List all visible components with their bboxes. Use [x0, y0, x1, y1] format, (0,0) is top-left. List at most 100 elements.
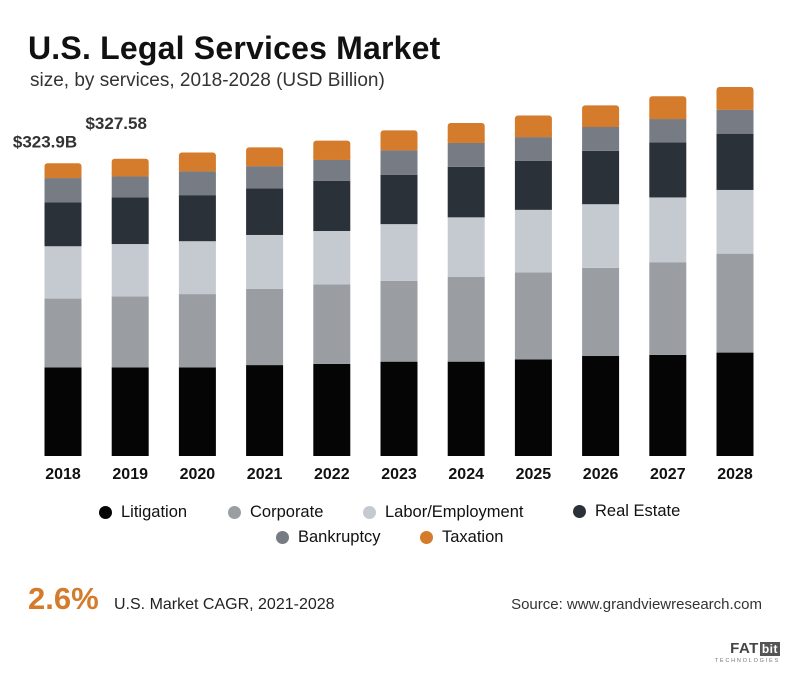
bar-segment-litigation-2025	[514, 359, 552, 456]
legend-label: Real Estate	[595, 502, 681, 520]
legend-item-taxation: Taxation	[420, 528, 503, 547]
x-tick-label: 2026	[583, 466, 619, 483]
stacked-bar-chart: 2018 2019 2020 2021 2022 2023 2024 2025 2026 2027…	[13, 87, 754, 483]
bar-segment-fill	[246, 162, 284, 167]
bar-segment-taxation-2019	[111, 158, 149, 177]
bar-segment-corporate-2026	[582, 267, 620, 357]
bar-segment-corporate-2018	[44, 298, 82, 368]
legend-swatch	[573, 505, 586, 518]
legend-label: Labor/Employment	[385, 503, 524, 521]
bar-segment-corporate-2023	[380, 280, 418, 362]
bar-segment-real-estate-2022	[313, 180, 351, 232]
bar-segment-corporate-2019	[111, 296, 149, 368]
x-tick-label: 2027	[650, 466, 686, 483]
bar-segment-real-estate-2021	[246, 188, 284, 235]
chart-subtitle: size, by services, 2018-2028 (USD Billio…	[30, 70, 385, 91]
bar-segment-litigation-2021	[246, 365, 284, 456]
x-tick-label: 2020	[180, 466, 216, 483]
bar-segment-corporate-2022	[313, 284, 351, 364]
bar-segment-taxation-2022	[313, 140, 351, 160]
bar-segment-real-estate-2019	[111, 197, 149, 245]
bar-segment-fill	[111, 172, 149, 177]
bar-segment-corporate-2021	[246, 288, 284, 366]
bar-segment-bankruptcy-2027	[649, 119, 687, 143]
bar-segment-bankruptcy-2024	[447, 142, 485, 167]
bar-segment-fill	[447, 138, 485, 143]
bar-segment-taxation-2028	[716, 87, 754, 110]
bar-segment-labor-employment-2027	[649, 197, 687, 263]
bar-segment-fill	[514, 133, 552, 138]
x-tick-label: 2024	[448, 466, 484, 483]
bar-segment-litigation-2022	[313, 363, 351, 456]
bar-segment-corporate-2027	[649, 262, 687, 355]
legend-item-bankruptcy: Bankruptcy	[276, 528, 381, 547]
bar-segment-litigation-2028	[716, 352, 754, 456]
bar-segment-real-estate-2027	[649, 142, 687, 198]
bar-segment-corporate-2028	[716, 253, 754, 353]
bar-segment-litigation-2018	[44, 367, 82, 456]
bar-segment-labor-employment-2026	[582, 204, 620, 268]
bar-segment-bankruptcy-2020	[178, 171, 216, 196]
chart-title: U.S. Legal Services Market	[28, 30, 441, 66]
bar-segment-litigation-2027	[649, 354, 687, 456]
bar-segment-taxation-2027	[649, 96, 687, 120]
bar-segment-labor-employment-2021	[246, 234, 284, 289]
bar-segment-litigation-2020	[178, 367, 216, 456]
bar-segment-fill	[178, 167, 216, 172]
bar-segment-litigation-2024	[447, 361, 485, 456]
bar-segment-taxation-2026	[582, 105, 620, 127]
bar-segment-bankruptcy-2019	[111, 176, 149, 198]
bar-segment-litigation-2023	[380, 361, 418, 456]
fatbit-logo: FAT bit TECHNOLOGIES	[715, 640, 780, 664]
legend-swatch	[420, 531, 433, 544]
bar-segment-bankruptcy-2022	[313, 159, 351, 181]
bar-segment-corporate-2025	[514, 272, 552, 360]
x-tick-label: 2018	[45, 466, 81, 483]
cagr-label: U.S. Market CAGR, 2021-2028	[114, 596, 335, 613]
bar-segment-corporate-2024	[447, 276, 485, 362]
legend-swatch	[276, 531, 289, 544]
bar-segment-real-estate-2020	[178, 195, 216, 242]
bar-segment-bankruptcy-2025	[514, 137, 552, 161]
bar-segment-real-estate-2026	[582, 150, 620, 205]
bar-segment-bankruptcy-2018	[44, 178, 82, 203]
bar-segment-real-estate-2018	[44, 202, 82, 247]
bar-segment-bankruptcy-2021	[246, 166, 284, 189]
bar-segment-bankruptcy-2026	[582, 126, 620, 151]
legend-item-real-estate: Real Estate	[573, 502, 680, 521]
bar-segment-fill	[44, 174, 82, 179]
legend-swatch	[228, 506, 241, 519]
x-tick-label: 2025	[516, 466, 552, 483]
bar-segment-fill	[582, 122, 620, 127]
bar-segment-labor-employment-2025	[514, 209, 552, 273]
bar-segment-real-estate-2023	[380, 174, 418, 225]
bar-segment-fill	[313, 155, 351, 160]
x-tick-label: 2022	[314, 466, 350, 483]
legend-swatch	[99, 506, 112, 519]
data-label: $323.9B	[13, 132, 77, 151]
bar-segment-taxation-2024	[447, 123, 485, 143]
bar-segment-labor-employment-2019	[111, 244, 149, 297]
bar-segment-bankruptcy-2023	[380, 150, 418, 175]
bar-segment-fill	[380, 146, 418, 151]
logo-main-text: FAT	[730, 640, 759, 657]
bar-segment-taxation-2021	[246, 147, 284, 167]
bar-segment-labor-employment-2023	[380, 224, 418, 281]
bar-segment-real-estate-2024	[447, 166, 485, 218]
legend-label: Litigation	[121, 503, 188, 521]
cagr-value: 2.6%	[28, 581, 99, 616]
bar-segment-labor-employment-2022	[313, 231, 351, 285]
bar-segment-bankruptcy-2028	[716, 109, 754, 134]
legend-label: Taxation	[442, 528, 504, 546]
source-note: Source: www.grandviewresearch.com	[511, 596, 762, 613]
bar-segment-labor-employment-2024	[447, 217, 485, 277]
x-tick-label: 2028	[717, 466, 753, 483]
logo-accent-text: bit	[759, 642, 780, 656]
x-tick-label: 2023	[381, 466, 417, 483]
legend-swatch	[363, 506, 376, 519]
legend-label: Corporate	[250, 503, 324, 521]
data-label: $327.58	[85, 114, 146, 133]
legend-item-corporate: Corporate	[228, 503, 323, 522]
bar-segment-fill	[716, 105, 754, 110]
logo-subtext: TECHNOLOGIES	[714, 658, 780, 664]
